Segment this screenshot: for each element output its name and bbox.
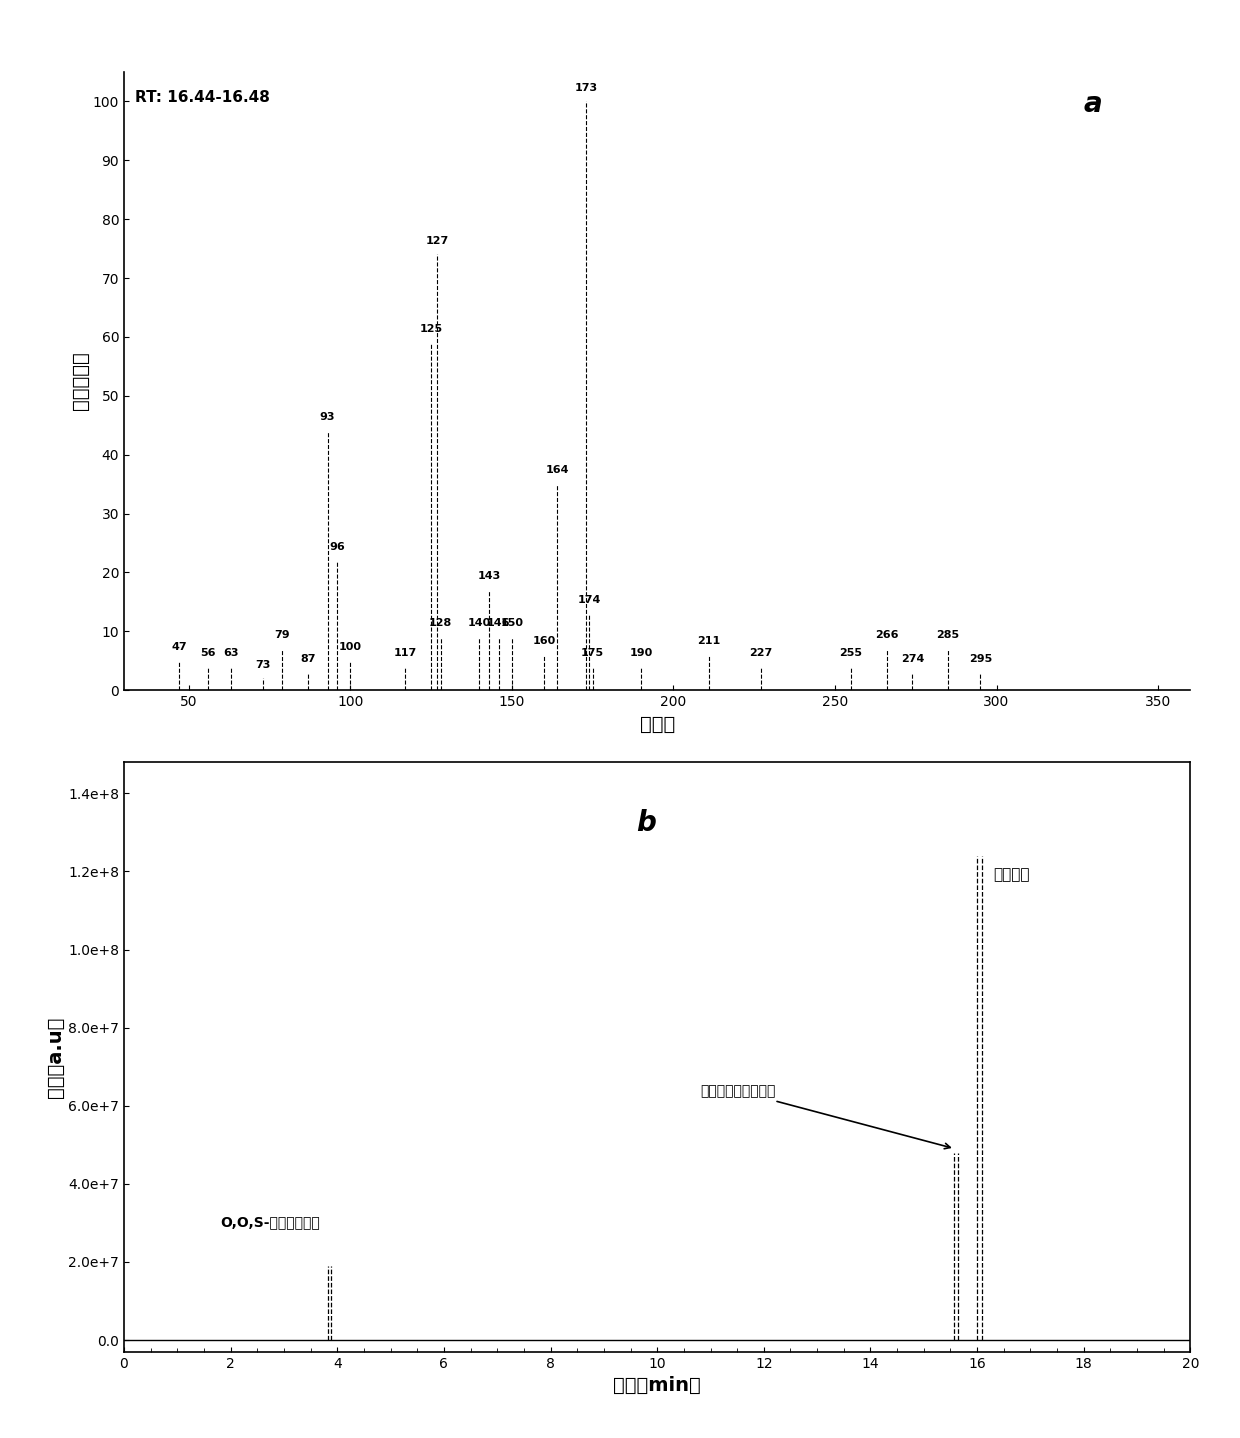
Y-axis label: 强度（a.u）: 强度（a.u） (46, 1017, 66, 1097)
Text: 马拉硫磷: 马拉硫磷 (993, 867, 1029, 883)
X-axis label: 核子比: 核子比 (640, 715, 675, 733)
Text: 295: 295 (968, 654, 992, 664)
Text: 73: 73 (255, 660, 270, 670)
Text: 146: 146 (487, 618, 511, 628)
Text: 143: 143 (477, 571, 501, 581)
Y-axis label: 相对吸收度: 相对吸收度 (71, 352, 91, 410)
Text: 87: 87 (300, 654, 316, 664)
Text: 150: 150 (500, 618, 523, 628)
Text: 285: 285 (936, 630, 960, 640)
Text: 173: 173 (574, 82, 598, 92)
Text: 211: 211 (697, 636, 720, 646)
Text: 79: 79 (274, 630, 290, 640)
Text: 128: 128 (429, 618, 453, 628)
Text: 175: 175 (582, 649, 604, 657)
Text: RT: 16.44-16.48: RT: 16.44-16.48 (135, 91, 269, 105)
Text: O,O,S-三甲基碗酸铁: O,O,S-三甲基碗酸铁 (219, 1215, 320, 1228)
Text: 100: 100 (339, 641, 362, 651)
Text: 160: 160 (532, 636, 556, 646)
Text: 266: 266 (875, 630, 899, 640)
Text: 117: 117 (393, 649, 417, 657)
Text: 227: 227 (749, 649, 773, 657)
X-axis label: 时间（min）: 时间（min） (614, 1376, 701, 1395)
Text: 140: 140 (467, 618, 491, 628)
Text: 255: 255 (839, 649, 863, 657)
Text: 93: 93 (320, 413, 335, 423)
Text: 96: 96 (330, 542, 345, 552)
Text: b: b (636, 810, 656, 837)
Text: 127: 127 (425, 236, 449, 246)
Text: 二甲基二硫代碗酸酯: 二甲基二硫代碗酸酯 (699, 1084, 950, 1149)
Text: 174: 174 (578, 595, 601, 605)
Text: 164: 164 (546, 466, 569, 476)
Text: 63: 63 (223, 649, 238, 657)
Text: a: a (1084, 91, 1102, 118)
Text: 125: 125 (419, 324, 443, 334)
Text: 47: 47 (171, 641, 187, 651)
Text: 190: 190 (630, 649, 652, 657)
Text: 56: 56 (201, 649, 216, 657)
Text: 274: 274 (900, 654, 924, 664)
